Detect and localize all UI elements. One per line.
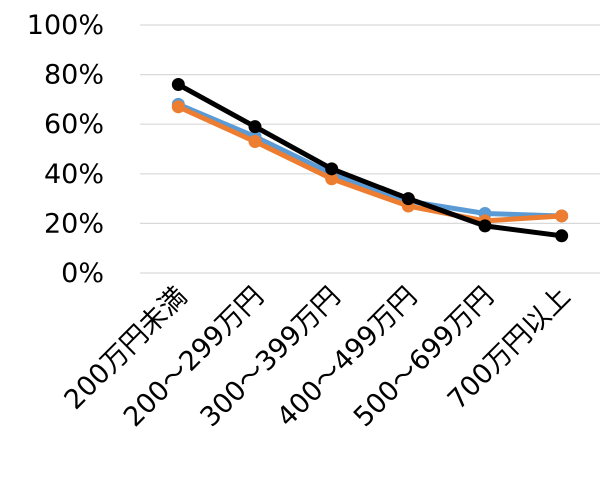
series-group — [171, 78, 569, 243]
data-point — [325, 162, 339, 176]
series-1 — [171, 97, 569, 223]
data-point — [171, 78, 185, 92]
x-tick-label: 500～699万円 — [348, 281, 500, 433]
data-point — [555, 229, 569, 243]
data-point — [555, 209, 569, 223]
series-line — [175, 101, 565, 219]
y-tick-label: 100% — [27, 10, 104, 41]
y-tick-label: 60% — [44, 109, 104, 140]
data-point — [248, 120, 262, 134]
x-axis-ticks: 200万円未満200～299万円300～399万円400～499万円500～69… — [59, 281, 577, 433]
data-point — [478, 219, 492, 233]
x-tick-label: 400～499万円 — [271, 281, 423, 433]
grid-lines — [140, 24, 600, 274]
y-axis-ticks: 0% 20% 40% 60% 80% 100% — [27, 10, 104, 289]
series-2 — [171, 100, 569, 228]
series-line — [175, 104, 565, 224]
y-tick-label: 0% — [61, 258, 104, 289]
series-3 — [171, 78, 569, 243]
y-tick-label: 40% — [44, 159, 104, 190]
y-tick-label: 20% — [44, 208, 104, 239]
data-point — [401, 192, 415, 206]
x-tick-label: 200～299万円 — [118, 281, 270, 433]
data-point — [248, 135, 262, 149]
x-tick-label: 300～399万円 — [195, 281, 347, 433]
data-point — [171, 100, 185, 114]
y-tick-label: 80% — [44, 60, 104, 91]
series-line — [175, 82, 565, 239]
data-point — [325, 172, 339, 186]
